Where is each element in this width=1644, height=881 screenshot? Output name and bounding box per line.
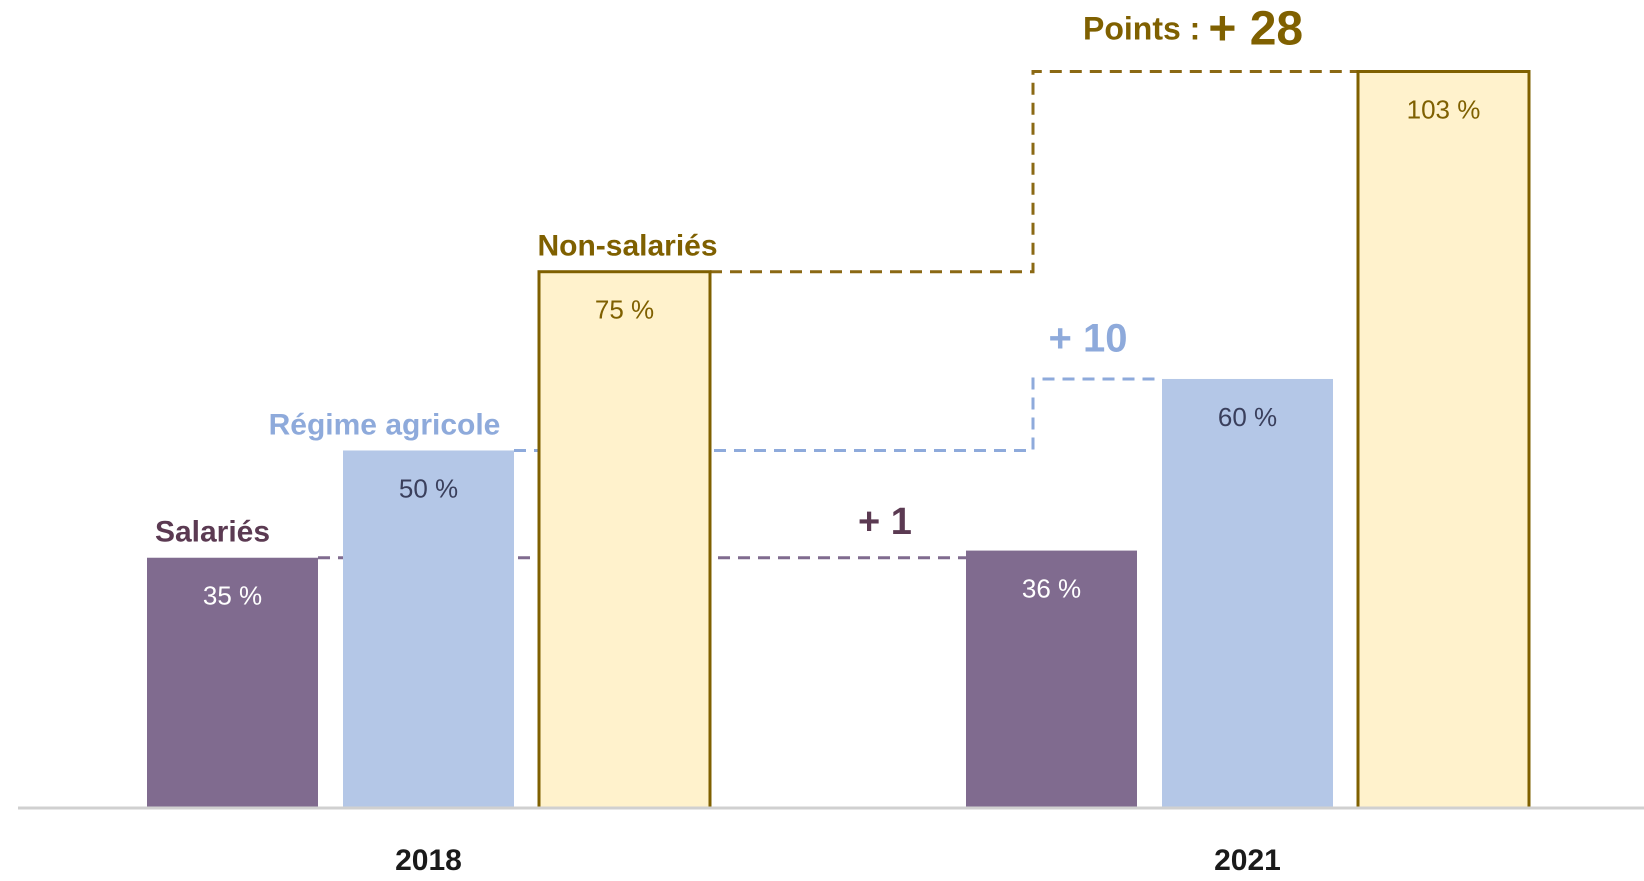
value-label: 75 % <box>595 295 654 325</box>
series-label: Salariés <box>155 516 270 549</box>
value-label: 50 % <box>399 473 458 503</box>
value-label: 103 % <box>1407 94 1481 124</box>
annotation-prefix: Points : <box>1083 11 1200 47</box>
bar <box>147 557 318 808</box>
value-label: 35 % <box>203 581 262 611</box>
x-tick-label: 2021 <box>1214 844 1281 877</box>
bar <box>1356 70 1531 810</box>
annotation: + 1 <box>858 501 912 543</box>
bar <box>537 270 712 810</box>
bar <box>966 550 1137 808</box>
connector <box>710 70 1358 274</box>
annotation: Points : + 28 <box>1083 2 1303 55</box>
annotation: + 10 <box>1049 317 1128 361</box>
bar <box>1162 378 1333 808</box>
annotation-value: + 28 <box>1208 2 1303 55</box>
value-label: 36 % <box>1022 573 1081 603</box>
bar <box>343 450 514 808</box>
value-label: 60 % <box>1218 402 1277 432</box>
series-label: Non-salariés <box>537 230 717 263</box>
x-tick-label: 2018 <box>395 844 462 877</box>
series-label: Régime agricole <box>269 408 501 441</box>
